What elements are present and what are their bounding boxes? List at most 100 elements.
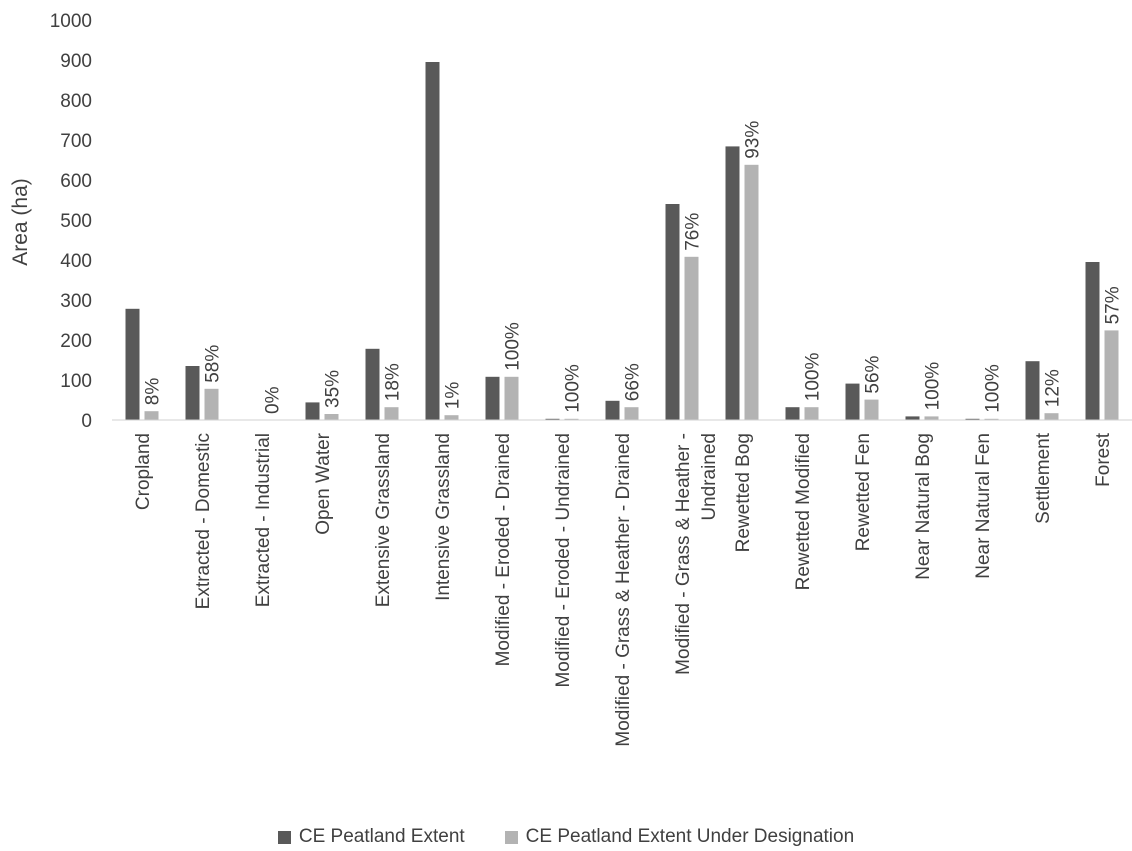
category-label-line: Open Water [313,432,334,534]
category-label-line: Modified - Grass & Heather - [673,433,694,675]
percentage-label: 93% [743,121,764,159]
category-label-line: Cropland [133,433,154,510]
bar-under-designation [504,376,519,420]
bar-under-designation [384,407,399,420]
category-label: Cropland [133,433,154,510]
category-label-line: Settlement [1033,432,1054,524]
bar-peatland-extent [305,402,320,420]
category-label: Extracted - Domestic [193,433,214,609]
category-label-line: Forest [1093,432,1114,487]
percentage-label: 100% [923,362,944,411]
category-label: Modified - Grass & Heather - Undrained [673,433,720,675]
legend-swatch-peatland-extent [277,830,291,844]
legend-label-under-designation: CE Peatland Extent Under Designation [525,826,855,847]
category-label-line: Rewetted Bog [733,433,754,552]
category-label: Extensive Grassland [373,433,394,607]
percentage-label: 58% [203,345,224,383]
y-axis-label: Area (ha) [9,178,32,266]
bar-peatland-extent [125,308,140,420]
category-label: Open Water [313,432,334,534]
bar-under-designation [984,418,999,420]
category-label-line: Rewetted Fen [853,433,874,551]
category-label: Rewetted Modified [793,433,814,590]
y-tick-label: 1000 [50,11,92,32]
percentage-label: 100% [983,364,1004,413]
bar-peatland-extent [665,204,680,420]
category-label: Modified - Eroded - Undrained [553,433,574,688]
percentage-label: 76% [683,213,704,251]
legend: CE Peatland Extent CE Peatland Extent Un… [0,826,1132,848]
y-axis-ticks: 0 100 200 300 400 500 600 700 800 900 1000 [50,11,92,432]
bar-under-designation [1104,330,1119,420]
y-tick-label: 200 [60,331,92,352]
bar-under-designation [744,164,759,420]
legend-swatch-under-designation [504,830,518,844]
category-label: Modified - Eroded - Drained [493,433,514,666]
category-label: Settlement [1033,432,1054,524]
category-label-line: Rewetted Modified [793,433,814,590]
bar-under-designation [684,256,699,420]
category-label-line: Extracted - Domestic [193,433,214,609]
percentage-label: 1% [443,382,464,410]
y-tick-label: 800 [60,91,92,112]
percentage-labels: 8% 58% 0% 35% 18% 1% 100% 100% 66% 76% 93% 100% 56% 1… [143,121,1124,414]
category-label-line: Undrained [699,433,720,521]
bar-peatland-extent [605,400,620,420]
bar-under-designation [924,416,939,420]
category-labels: Cropland Extracted - Domestic Extracted - … [133,432,1114,746]
percentage-label: 56% [863,355,884,393]
percentage-label: 12% [1043,369,1064,407]
bar-under-designation [204,388,219,420]
category-label-line: Extensive Grassland [373,433,394,607]
category-label: Near Natural Bog [913,433,934,580]
bar-under-designation [864,399,879,420]
category-label: Extracted - Industrial [253,433,274,607]
category-label-line: Modified - Eroded - Drained [493,433,514,666]
y-tick-label: 500 [60,211,92,232]
bar-under-designation [624,407,639,420]
percentage-label: 8% [143,378,164,406]
category-label: Rewetted Fen [853,433,874,551]
category-label-line: Intensive Grassland [433,433,454,601]
percentage-label: 100% [563,364,584,413]
category-label-line: Modified - Grass & Heather - Drained [613,433,634,747]
percentage-label: 0% [263,386,284,414]
bar-peatland-extent [185,366,200,420]
y-tick-label: 600 [60,171,92,192]
y-tick-label: 100 [60,371,92,392]
percentage-label: 35% [323,370,344,408]
category-label: Near Natural Fen [973,433,994,579]
category-label: Intensive Grassland [433,433,454,601]
bar-under-designation [804,407,819,420]
category-label: Rewetted Bog [733,433,754,552]
bar-peatland-extent [425,62,440,420]
bar-peatland-extent [965,418,980,420]
bar-under-designation [324,414,339,420]
bar-peatland-extent [1025,361,1040,420]
bar-peatland-extent [725,146,740,420]
legend-label-peatland-extent: CE Peatland Extent [298,826,465,847]
bar-peatland-extent [485,376,500,420]
category-label-line: Extracted - Industrial [253,433,274,607]
category-label-line: Near Natural Fen [973,433,994,579]
bar-peatland-extent [545,418,560,420]
bar-peatland-extent [785,407,800,420]
bar-under-designation [564,418,579,420]
y-tick-label: 300 [60,291,92,312]
percentage-label: 57% [1103,286,1124,324]
category-label-line: Modified - Eroded - Undrained [553,433,574,688]
percentage-label: 66% [623,363,644,401]
bar-under-designation [144,411,159,420]
bar-under-designation [444,415,459,420]
legend-item-under-designation: CE Peatland Extent Under Designation [504,826,855,848]
bar-peatland-extent [365,348,380,420]
category-label-line: Near Natural Bog [913,433,934,580]
y-tick-label: 700 [60,131,92,152]
y-tick-label: 0 [81,411,92,432]
percentage-label: 18% [383,363,404,401]
bar-peatland-extent [905,416,920,420]
bar-peatland-extent [845,383,860,420]
category-label: Forest [1093,432,1114,487]
legend-item-peatland-extent: CE Peatland Extent [277,826,465,848]
